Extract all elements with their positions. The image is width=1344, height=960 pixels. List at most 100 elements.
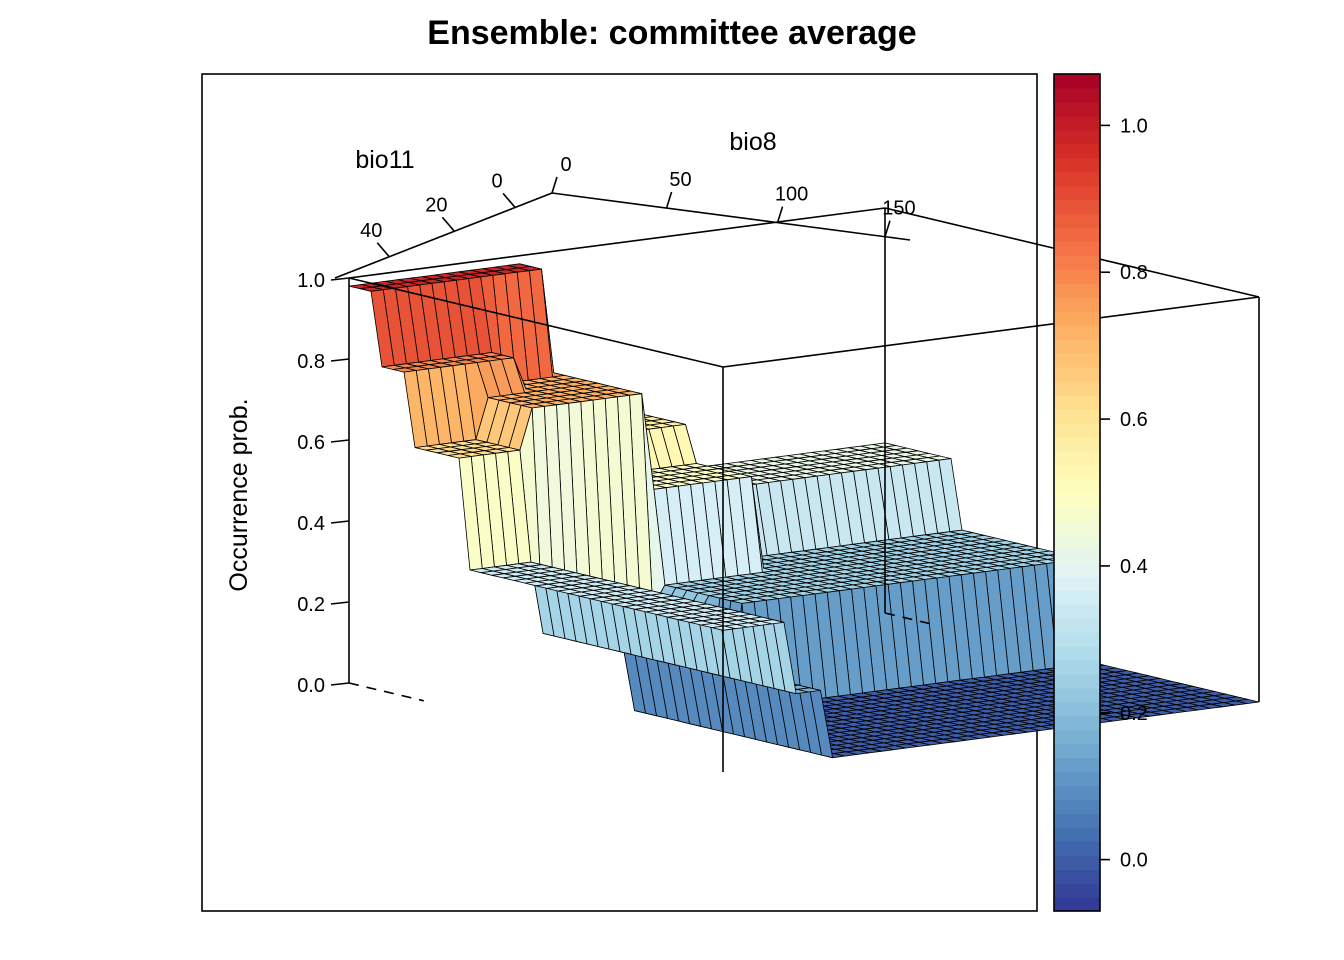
- bio8-tick-label: 100: [775, 184, 808, 206]
- z-tick: [330, 358, 350, 362]
- bio8-tick-label: 50: [669, 169, 691, 191]
- colorbar-swatch: [1054, 339, 1100, 354]
- colorbar-swatch: [1054, 74, 1100, 89]
- colorbar-swatch: [1054, 897, 1100, 912]
- colorbar-swatch: [1054, 827, 1100, 842]
- colorbar-swatch: [1054, 450, 1100, 466]
- box-edge: [348, 277, 724, 368]
- colorbar-swatch: [1054, 729, 1100, 745]
- colorbar-swatch: [1054, 492, 1100, 508]
- plot-frame: [201, 73, 1038, 912]
- colorbar-swatch: [1054, 590, 1100, 605]
- colorbar-swatch: [1054, 743, 1100, 759]
- colorbar-swatch: [1054, 645, 1100, 661]
- colorbar-tick-label: 1.0: [1120, 115, 1148, 137]
- colorbar-swatch: [1054, 157, 1100, 173]
- colorbar-swatch: [1054, 757, 1100, 773]
- bio11-tick-label: 40: [360, 220, 382, 242]
- z-tick: [330, 601, 350, 605]
- colorbar-swatch: [1054, 604, 1100, 619]
- colorbar-swatch: [1054, 227, 1100, 242]
- z-axis-label: Occurrence prob.: [225, 398, 253, 591]
- colorbar-swatch: [1054, 562, 1100, 577]
- colorbar-swatch: [1054, 101, 1100, 117]
- colorbar-tick-label: 0.2: [1120, 703, 1148, 725]
- colorbar-swatch: [1054, 841, 1100, 856]
- colorbar-swatch: [1054, 632, 1100, 647]
- colorbar-swatch: [1054, 799, 1100, 814]
- bio11-tick-label: 0: [492, 170, 503, 192]
- colorbar-swatch: [1054, 143, 1100, 159]
- axes: 0.0 0.2 0.4 0.6 0.8 1.0 Occurrence prob. 40 20 0 b…: [225, 128, 916, 697]
- colorbar-swatch: [1054, 464, 1100, 480]
- bio8-tick-label: 150: [882, 198, 915, 220]
- colorbar-tick-label: 0.8: [1120, 262, 1148, 284]
- colorbar-swatch: [1054, 297, 1100, 312]
- bio11-tick: [502, 192, 516, 208]
- colorbar-tick-label: 0.0: [1120, 850, 1148, 872]
- colorbar-swatch: [1054, 813, 1100, 828]
- colorbar-tick-label: 0.6: [1120, 409, 1148, 431]
- colorbar-swatch: [1054, 659, 1100, 675]
- colorbar-swatch: [1054, 869, 1100, 884]
- colorbar-swatch: [1054, 673, 1100, 689]
- z-tick-label: 0.2: [297, 594, 325, 616]
- colorbar-swatch: [1054, 115, 1100, 131]
- colorbar-swatch: [1054, 436, 1100, 452]
- colorbar-swatch: [1054, 353, 1100, 368]
- z-tick-label: 0.4: [297, 513, 325, 535]
- colorbar-swatch: [1054, 325, 1100, 340]
- colorbar-swatch: [1054, 576, 1100, 591]
- colorbar-swatch: [1054, 422, 1100, 438]
- colorbar-swatch: [1054, 883, 1100, 898]
- colorbar-swatch: [1054, 715, 1100, 731]
- colorbar-swatch: [1054, 185, 1100, 201]
- z-tick: [330, 439, 350, 443]
- z-tick: [330, 682, 350, 686]
- bio8-tick: [776, 206, 784, 223]
- colorbar-swatch: [1054, 771, 1100, 787]
- bio8-tick: [884, 220, 891, 237]
- box-edge-hidden: [348, 682, 424, 702]
- colorbar-swatch: [1054, 171, 1100, 187]
- bio11-tick: [441, 216, 455, 232]
- colorbar-swatch: [1054, 366, 1100, 382]
- bio8-axis-line: [551, 192, 911, 241]
- colorbar-swatch: [1054, 618, 1100, 633]
- colorbar-swatch: [1054, 213, 1100, 229]
- box-edge: [348, 207, 886, 279]
- colorbar-swatch: [1054, 701, 1100, 717]
- colorbar-swatch: [1054, 687, 1100, 703]
- bio8-tick: [551, 176, 558, 194]
- colorbar-swatch: [1054, 199, 1100, 215]
- colorbar-swatch: [1054, 394, 1100, 410]
- bio11-tick: [376, 242, 390, 258]
- colorbar-swatch: [1054, 255, 1100, 270]
- z-tick-label: 0.0: [297, 675, 325, 697]
- box-edge-hidden: [884, 612, 931, 625]
- colorbar-frame: [1053, 73, 1101, 912]
- bio11-tick-label: 20: [425, 194, 447, 216]
- bio11-axis-label: bio11: [355, 146, 414, 174]
- z-tick-label: 0.8: [297, 351, 325, 373]
- colorbar-swatch: [1054, 520, 1100, 535]
- colorbar-swatch: [1054, 534, 1100, 549]
- colorbar-swatch: [1054, 855, 1100, 870]
- bio8-tick-label: 0: [560, 154, 571, 176]
- colorbar-swatch: [1054, 241, 1100, 256]
- colorbar-swatch: [1054, 87, 1100, 103]
- colorbar-swatch: [1054, 283, 1100, 298]
- z-tick: [330, 277, 350, 281]
- chart-title: Ensemble: committee average: [427, 14, 916, 52]
- bio8-tick: [665, 191, 673, 209]
- colorbar-swatch: [1054, 408, 1100, 424]
- colorbar-swatch: [1054, 785, 1100, 800]
- z-tick: [330, 520, 350, 524]
- bounding-box: [348, 207, 1260, 772]
- colorbar-tick-label: 0.4: [1120, 556, 1148, 578]
- colorbar-swatch: [1054, 380, 1100, 396]
- box-edge: [722, 296, 1260, 368]
- bio8-axis-label: bio8: [729, 128, 776, 156]
- colorbar-swatch: [1054, 548, 1100, 563]
